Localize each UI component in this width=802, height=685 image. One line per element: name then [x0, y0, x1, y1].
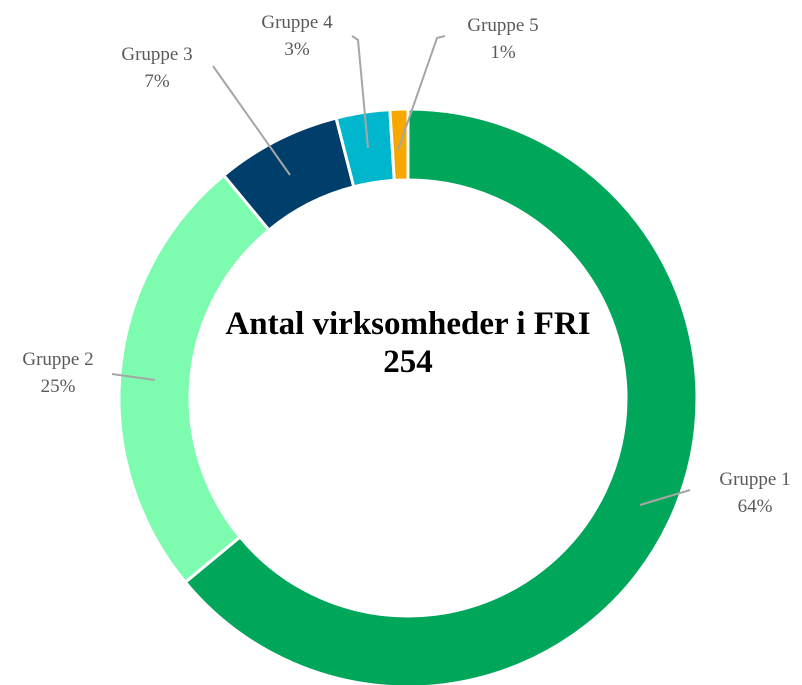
slice [117, 173, 272, 585]
slice-value-label: 3% [284, 39, 310, 60]
slice-value-label: 1% [490, 42, 516, 63]
labels: Gruppe 1 64% Gruppe 2 25% Gruppe 3 7% Gruppe 4… [22, 12, 790, 517]
slice-value-label: 64% [738, 496, 773, 517]
slice-label: Gruppe 4 [261, 12, 333, 33]
slice-label: Gruppe 5 [467, 15, 538, 36]
leader-line [351, 35, 369, 149]
center-value: 254 [383, 344, 433, 380]
slice [183, 107, 699, 685]
chart-title: Antal virksomheder i FRI [225, 306, 591, 342]
slice-value-label: 25% [41, 376, 76, 397]
slice-label: Gruppe 2 [22, 349, 93, 370]
slice-label: Gruppe 3 [121, 44, 192, 65]
leader-line [111, 373, 156, 381]
leader-line [397, 35, 446, 151]
center-text: Antal virksomheder i FRI 254 [218, 305, 598, 381]
leader-line [639, 489, 691, 506]
slice-label: Gruppe 1 [719, 469, 790, 490]
leader-line [212, 65, 291, 176]
slice-value-label: 7% [144, 71, 170, 92]
center-box: Antal virksomheder i FRI 254 [218, 305, 598, 381]
